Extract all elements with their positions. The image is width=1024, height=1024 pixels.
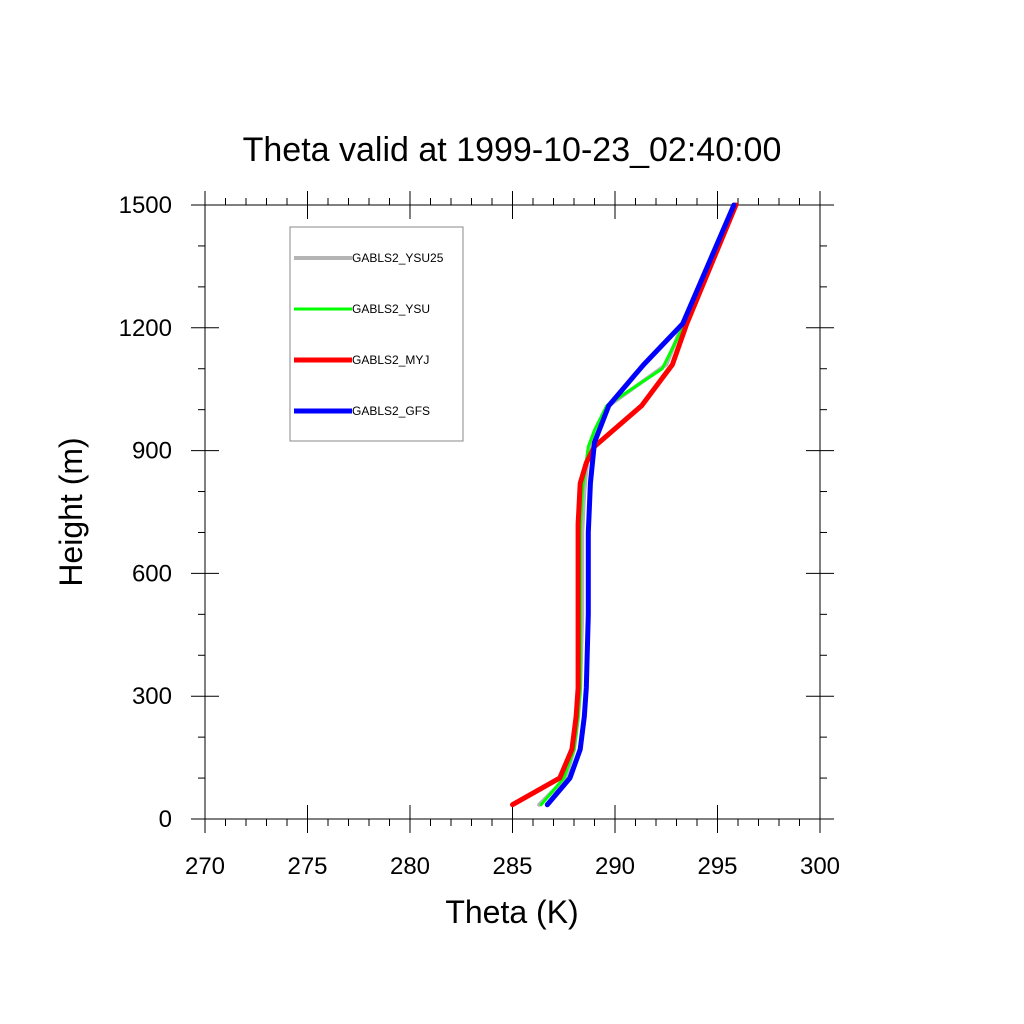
y-axis-title: Height (m) xyxy=(53,437,89,586)
y-tick-labels: 0 300 600 900 1200 1500 xyxy=(119,192,172,833)
legend-label: GABLS2_MYJ xyxy=(352,353,429,367)
x-tick-label: 290 xyxy=(595,853,635,880)
series-line-gabls2-ysu25 xyxy=(537,203,738,807)
series-line-gabls2-gfs xyxy=(544,202,737,808)
x-tick-label: 295 xyxy=(697,853,737,880)
x-tick-label: 275 xyxy=(287,853,327,880)
x-axis-title: Theta (K) xyxy=(445,894,578,930)
series-lines xyxy=(510,202,739,808)
y-tick-label: 0 xyxy=(159,806,172,833)
x-tick-label: 270 xyxy=(185,853,225,880)
minor-ticks xyxy=(198,198,827,826)
major-ticks xyxy=(191,191,834,833)
legend-label: GABLS2_GFS xyxy=(352,404,430,418)
y-tick-label: 600 xyxy=(132,560,172,587)
x-tick-labels: 270 275 280 285 290 295 300 xyxy=(185,853,840,880)
x-tick-label: 280 xyxy=(390,853,430,880)
legend: GABLS2_YSU25 GABLS2_YSU GABLS2_MYJ GABLS2_G… xyxy=(289,226,464,442)
legend-box xyxy=(289,226,464,442)
x-tick-label: 285 xyxy=(492,853,532,880)
y-tick-label: 900 xyxy=(132,438,172,465)
series-line-gabls2-ysu xyxy=(539,203,738,807)
y-tick-label: 300 xyxy=(132,683,172,710)
legend-label: GABLS2_YSU25 xyxy=(352,251,444,265)
legend-label: GABLS2_YSU xyxy=(352,302,430,316)
series-line-gabls2-myj xyxy=(510,202,739,808)
y-tick-label: 1200 xyxy=(119,315,172,342)
chart-title: Theta valid at 1999-10-23_02:40:00 xyxy=(243,131,782,169)
x-tick-label: 300 xyxy=(800,853,840,880)
y-tick-label: 1500 xyxy=(119,192,172,219)
